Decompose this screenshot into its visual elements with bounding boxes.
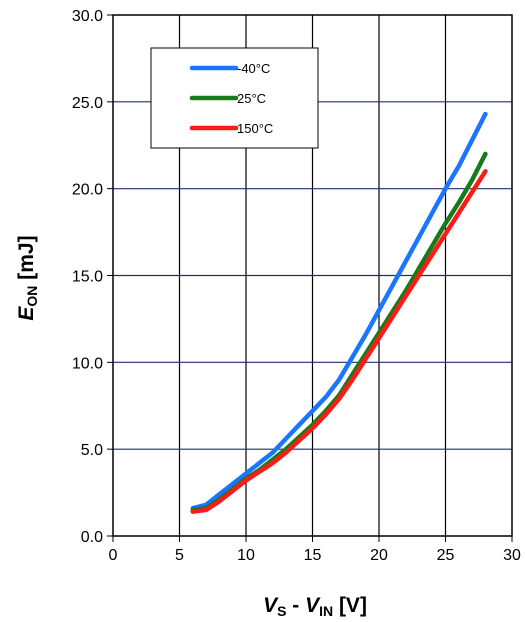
legend: -40°C 25°C 150°C [151,48,318,148]
legend-label-2: 150°C [237,121,273,136]
y-tick-label: 25.0 [72,95,103,112]
x-tick-label: 25 [437,547,455,564]
x-tick-label: 30 [503,547,521,564]
legend-label-1: 25°C [237,91,266,106]
x-tick-label: 5 [175,547,184,564]
legend-label-0: -40°C [237,61,270,76]
x-tick-label: 20 [370,547,388,564]
x-axis-title: VS - VIN [V] [263,594,367,619]
y-tick-label: 20.0 [72,182,103,199]
y-tick-label: 0.0 [81,529,103,546]
y-tick-label: 5.0 [81,442,103,459]
x-tick-label: 15 [304,547,322,564]
x-tick-label: 10 [237,547,255,564]
y-tick-label: 30.0 [72,8,103,25]
y-tick-label: 10.0 [72,355,103,372]
y-tick-label: 15.0 [72,269,103,286]
x-tick-label: 0 [109,547,118,564]
y-axis-title: EON [mJ] [15,235,40,320]
